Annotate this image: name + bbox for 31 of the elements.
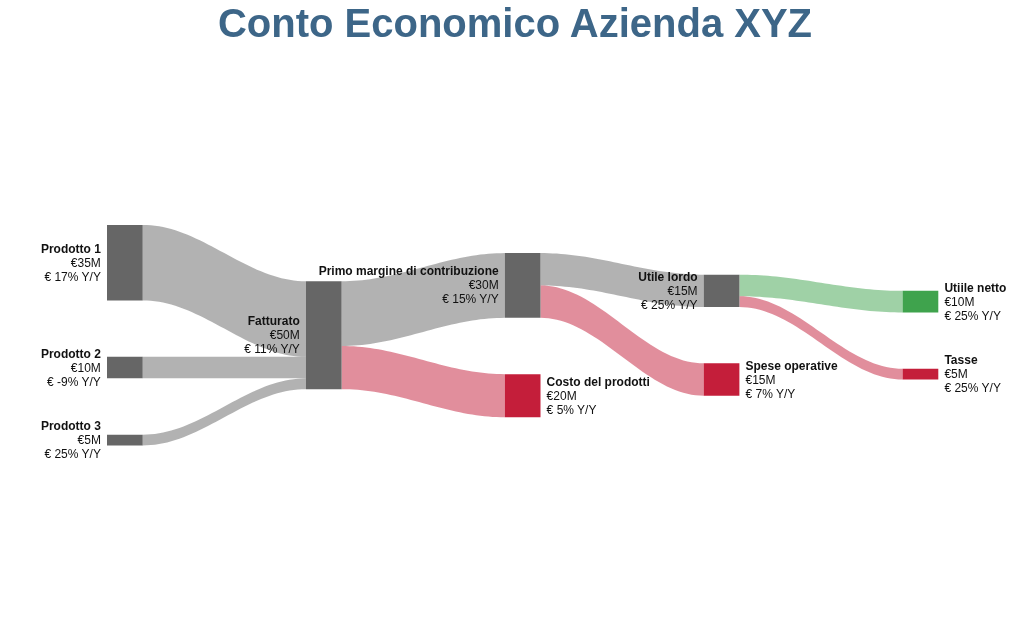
data-label: €5M <box>944 367 968 382</box>
category-label: Tasse <box>944 353 978 368</box>
category-label: Prodotto 3 <box>40 419 102 434</box>
text: € 25% Y/Y <box>641 297 698 312</box>
text: € -9% Y/Y <box>47 374 101 389</box>
text: € 11% Y/Y <box>244 342 300 357</box>
data-label: €5M <box>77 433 101 448</box>
category-label: Utile lordo <box>638 269 698 284</box>
data-label: €20M <box>546 388 577 403</box>
data-label: €15M <box>667 283 698 298</box>
category-label: Costo del prodotti <box>546 374 650 389</box>
text: € 15% Y/Y <box>442 292 499 307</box>
text: € 25% Y/Y <box>44 447 101 462</box>
text: € 17% Y/Y <box>44 269 101 284</box>
text: € 7% Y/Y <box>745 386 796 401</box>
category-label: Prodotto 1 <box>40 241 102 256</box>
data-label: €15M <box>745 372 776 387</box>
text: € 25% Y/Y <box>944 308 1001 323</box>
data-label: €10M <box>70 360 101 375</box>
category-label: Prodotto 2 <box>40 346 102 361</box>
text: € 25% Y/Y <box>944 381 1001 396</box>
category-label: Fatturato <box>247 314 300 329</box>
category-label: Primo margine di contribuzione <box>318 264 499 279</box>
text: Conto Economico Azienda XYZ <box>217 1 813 45</box>
text: € 5% Y/Y <box>546 402 597 417</box>
category-label: Utiile netto <box>944 280 1007 295</box>
data-label: €50M <box>269 328 300 343</box>
data-label: €30M <box>468 278 499 293</box>
category-label: Spese operative <box>745 358 838 373</box>
data-label: €35M <box>70 255 101 270</box>
data-label: €10M <box>944 294 975 309</box>
